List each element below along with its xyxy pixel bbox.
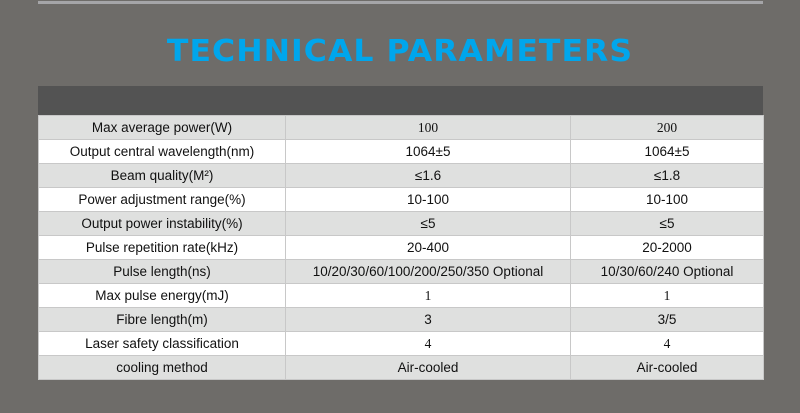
page-title: TECHNICAL PARAMETERS	[166, 34, 634, 69]
param-value: 200	[570, 115, 764, 140]
param-value: 4	[285, 331, 571, 356]
param-value: ≤1.8	[570, 163, 764, 188]
param-value: 10-100	[570, 187, 764, 212]
table-row: Max average power(W) 100 200	[38, 115, 764, 140]
param-value: ≤5	[570, 211, 764, 236]
param-label: Beam quality(M²)	[38, 163, 286, 188]
table-header-bar	[38, 86, 763, 115]
table-row: Pulse repetition rate(kHz) 20-400 20-2000	[38, 235, 764, 260]
param-value: Air-cooled	[285, 355, 571, 380]
table-row: Max pulse energy(mJ) 1 1	[38, 283, 764, 308]
parameters-table: Max average power(W) 100 200 Output central…	[38, 115, 764, 380]
param-value: 4	[570, 331, 764, 356]
param-label: Laser safety classification	[38, 331, 286, 356]
table-row: Beam quality(M²) ≤1.6 ≤1.8	[38, 163, 764, 188]
param-label: Fibre length(m)	[38, 307, 286, 332]
table-row: Output power instability(%) ≤5 ≤5	[38, 211, 764, 236]
param-label: Pulse length(ns)	[38, 259, 286, 284]
param-value: 1064±5	[570, 139, 764, 164]
table-row: Power adjustment range(%) 10-100 10-100	[38, 187, 764, 212]
param-value: 10/20/30/60/100/200/250/350 Optional	[285, 259, 571, 284]
param-value: ≤5	[285, 211, 571, 236]
param-value: 1	[570, 283, 764, 308]
param-label: Output power instability(%)	[38, 211, 286, 236]
param-value: 1	[285, 283, 571, 308]
param-value: 10/30/60/240 Optional	[570, 259, 764, 284]
table-row: Pulse length(ns) 10/20/30/60/100/200/250/…	[38, 259, 764, 284]
param-value: 20-2000	[570, 235, 764, 260]
param-value: 3	[285, 307, 571, 332]
table-row: Output central wavelength(nm) 1064±5 1064±…	[38, 139, 764, 164]
param-value: 1064±5	[285, 139, 571, 164]
param-label: Max pulse energy(mJ)	[38, 283, 286, 308]
param-value: Air-cooled	[570, 355, 764, 380]
top-divider	[38, 1, 763, 4]
param-label: Pulse repetition rate(kHz)	[38, 235, 286, 260]
param-value: 3/5	[570, 307, 764, 332]
param-label: Output central wavelength(nm)	[38, 139, 286, 164]
param-label: Power adjustment range(%)	[38, 187, 286, 212]
table-row: Fibre length(m) 3 3/5	[38, 307, 764, 332]
param-value: 20-400	[285, 235, 571, 260]
param-label: cooling method	[38, 355, 286, 380]
param-label: Max average power(W)	[38, 115, 286, 140]
param-value: 100	[285, 115, 571, 140]
param-value: ≤1.6	[285, 163, 571, 188]
param-value: 10-100	[285, 187, 571, 212]
table-row: cooling method Air-cooled Air-cooled	[38, 355, 764, 380]
table-row: Laser safety classification 4 4	[38, 331, 764, 356]
